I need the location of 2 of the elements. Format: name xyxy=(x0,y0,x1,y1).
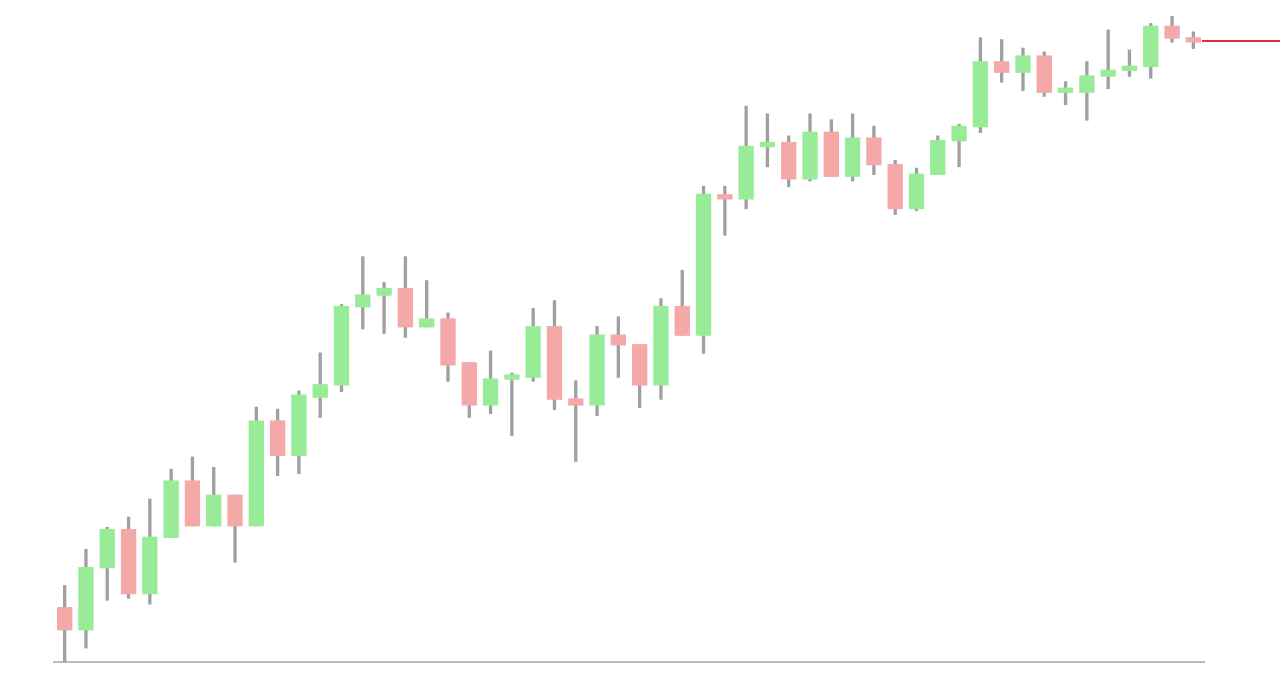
candlestick xyxy=(376,282,392,334)
candlestick xyxy=(504,372,520,436)
